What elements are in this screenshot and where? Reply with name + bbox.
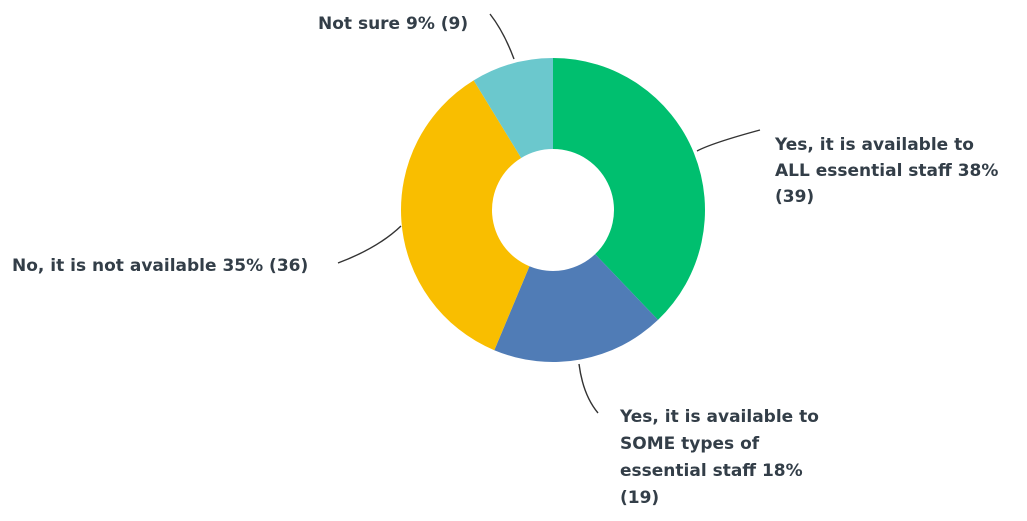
slice-label-2: Yes, it is available to SOME types of esse… — [619, 407, 819, 508]
leader-line-2 — [578, 363, 599, 414]
slice-label-line: Yes, it is available to — [619, 407, 819, 427]
leader-lines — [337, 13, 761, 414]
slice-label-4: Not sure 9% (9) — [318, 14, 468, 34]
slice-label-line: (39) — [775, 187, 814, 207]
slice-label-line: No, it is not available 35% (36) — [12, 256, 308, 276]
donut-slice-1 — [553, 58, 705, 320]
donut-slices — [401, 58, 705, 363]
slice-label-line: essential staff 18% — [620, 461, 803, 481]
donut-slice-3 — [401, 80, 530, 351]
slice-labels: Yes, it is available to ALL essential sta… — [12, 14, 998, 508]
leader-line-4 — [489, 13, 515, 60]
leader-line-1 — [696, 129, 761, 152]
slice-label-line: Not sure 9% (9) — [318, 14, 468, 34]
slice-label-3: No, it is not available 35% (36) — [12, 256, 308, 276]
slice-label-line: Yes, it is available to — [774, 135, 974, 155]
slice-label-line: SOME types of — [620, 434, 760, 454]
donut-slice-2 — [494, 254, 658, 363]
donut-slice-4 — [473, 58, 553, 158]
slice-label-line: ALL essential staff 38% — [775, 161, 998, 181]
slice-label-line: (19) — [620, 488, 659, 508]
slice-label-1: Yes, it is available to ALL essential sta… — [774, 135, 998, 207]
leader-line-3 — [337, 225, 402, 264]
